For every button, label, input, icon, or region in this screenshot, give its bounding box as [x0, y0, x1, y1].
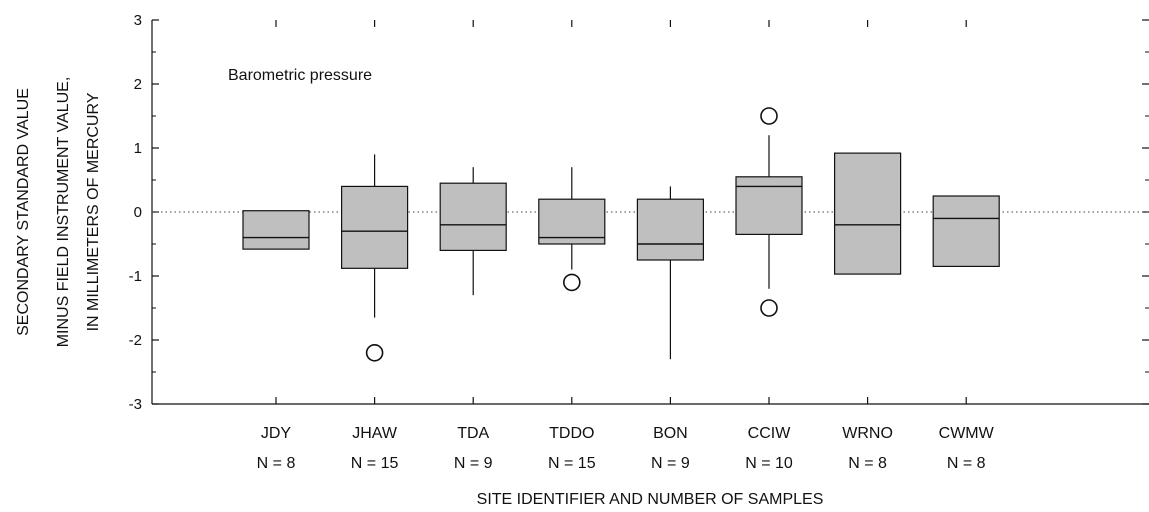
y-axis: -3 -2 -1 0 1 2 3	[129, 12, 1149, 413]
x-tick-label-site: CWMW	[939, 425, 995, 442]
y-axis-label-line-1: SECONDARY STANDARD VALUE	[15, 88, 32, 336]
box-cciw	[735, 107, 803, 317]
box-jdy	[242, 210, 310, 250]
x-tick-label-site: CCIW	[748, 425, 792, 442]
x-tick-label-n: N = 8	[848, 455, 887, 472]
boxes	[242, 107, 1000, 362]
y-tick-label: -3	[129, 396, 142, 413]
outlier-point	[562, 273, 581, 292]
x-tick-label-site: TDA	[457, 425, 489, 442]
outlier-point	[760, 107, 778, 125]
x-tick-label-site: TDDO	[549, 425, 594, 442]
x-axis: JDY N = 8 JHAW N = 15 TDA N = 9 TDDO N = 15 BON N…	[257, 20, 995, 472]
x-tick-label-site: JHAW	[352, 425, 398, 442]
y-tick-label: -1	[129, 268, 142, 285]
x-tick-label-n: N = 9	[651, 455, 690, 472]
x-tick-label-site: BON	[653, 425, 688, 442]
y-tick-label: 1	[134, 140, 142, 157]
y-axis-label: SECONDARY STANDARD VALUE MINUS FIELD INS…	[15, 77, 102, 348]
x-axis-label: SITE IDENTIFIER AND NUMBER OF SAMPLES	[477, 491, 824, 508]
box-tda	[439, 167, 507, 296]
y-axis-label-line-2: MINUS FIELD INSTRUMENT VALUE,	[55, 77, 72, 348]
iqr-box	[341, 185, 409, 269]
x-tick-label-n: N = 15	[351, 455, 399, 472]
x-tick-label-n: N = 15	[548, 455, 596, 472]
outlier-point	[365, 343, 384, 362]
y-tick-label: -2	[129, 332, 142, 349]
box-jhaw	[341, 154, 409, 362]
iqr-box	[932, 195, 1000, 268]
iqr-box	[735, 176, 803, 236]
y-tick-label: 2	[134, 76, 142, 93]
iqr-box	[538, 198, 606, 245]
box-wrno	[833, 152, 902, 275]
y-axis-label-line-3: IN MILLIMETERS OF MERCURY	[85, 92, 102, 331]
x-tick-label-n: N = 10	[745, 455, 793, 472]
box-bon	[636, 186, 705, 360]
outlier-point	[760, 299, 778, 317]
box-tddo	[538, 167, 606, 292]
x-tick-label-n: N = 8	[947, 455, 986, 472]
y-tick-label: 3	[134, 12, 142, 29]
chart-annotation: Barometric pressure	[228, 67, 372, 84]
x-tick-label-n: N = 8	[257, 455, 296, 472]
iqr-box	[242, 210, 310, 250]
x-tick-label-n: N = 9	[454, 455, 493, 472]
x-tick-label-site: JDY	[261, 425, 292, 442]
iqr-box	[833, 152, 902, 275]
y-tick-label: 0	[134, 204, 142, 221]
box-cwmw	[932, 195, 1000, 268]
iqr-box	[439, 182, 507, 251]
x-tick-label-site: WRNO	[842, 425, 893, 442]
iqr-box	[636, 198, 705, 261]
